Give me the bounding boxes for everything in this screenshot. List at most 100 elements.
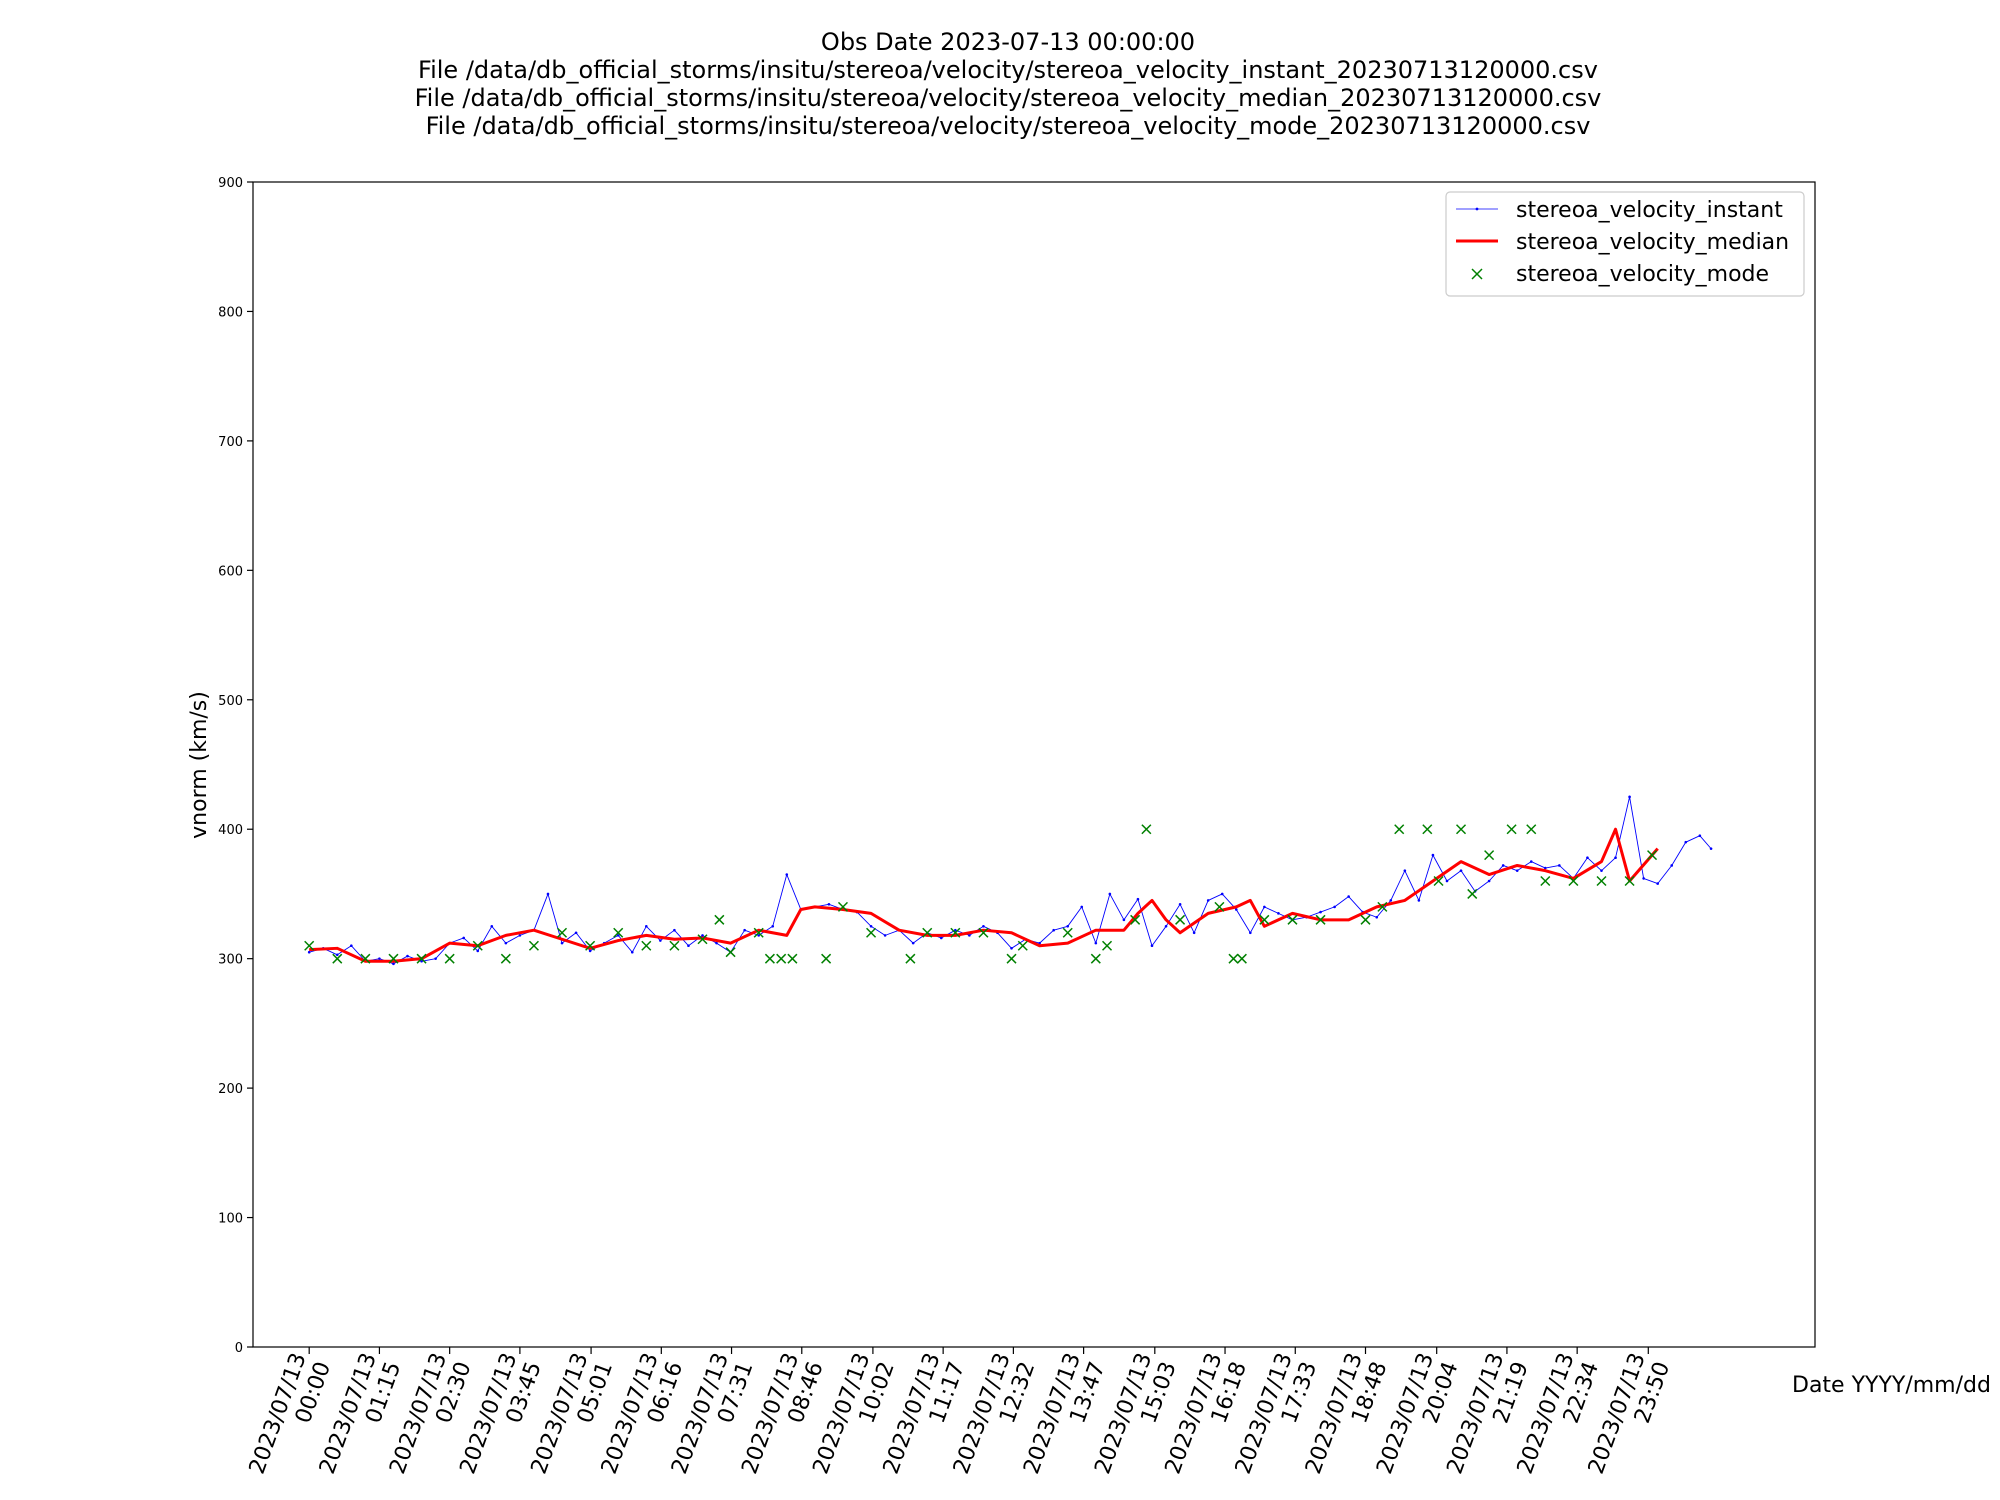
data-point bbox=[1090, 953, 1101, 964]
data-point bbox=[866, 927, 877, 938]
data-point bbox=[1206, 899, 1210, 902]
y-tick-label: 800 bbox=[218, 305, 243, 320]
data-point bbox=[697, 934, 708, 945]
data-point bbox=[616, 934, 620, 937]
chart-title: Obs Date 2023-07-13 00:00:00 File /data/… bbox=[415, 28, 1602, 140]
data-point bbox=[785, 873, 789, 876]
data-point bbox=[1277, 912, 1280, 915]
data-point bbox=[546, 892, 550, 896]
x-axis-label: Date YYYY/mm/dd bbox=[1792, 1373, 1991, 1398]
data-point bbox=[1175, 914, 1186, 925]
data-point bbox=[1287, 914, 1298, 925]
data-point bbox=[1642, 877, 1645, 880]
data-point bbox=[771, 925, 775, 928]
data-point bbox=[827, 903, 831, 906]
data-point bbox=[1709, 847, 1713, 850]
data-point bbox=[1389, 899, 1393, 902]
data-point bbox=[388, 953, 399, 964]
data-point bbox=[476, 949, 480, 953]
data-point bbox=[1315, 914, 1326, 925]
data-point bbox=[982, 925, 985, 928]
data-point bbox=[954, 928, 957, 932]
plot-frame bbox=[252, 181, 1816, 1348]
data-point bbox=[1624, 875, 1635, 887]
data-point bbox=[787, 953, 798, 964]
data-point bbox=[378, 957, 381, 960]
series-stereoa_velocity_median bbox=[309, 827, 1659, 963]
data-point bbox=[1080, 905, 1084, 909]
data-point bbox=[1656, 882, 1659, 885]
data-point bbox=[1558, 864, 1561, 867]
data-point bbox=[1130, 914, 1141, 925]
data-point bbox=[1647, 850, 1658, 861]
plot-area bbox=[304, 795, 1713, 966]
data-point bbox=[1467, 888, 1478, 899]
data-point bbox=[715, 941, 718, 945]
data-point bbox=[821, 953, 832, 964]
data-point bbox=[1431, 853, 1435, 857]
legend: stereoa_velocity_instant stereoa_velocit… bbox=[1445, 191, 1805, 297]
data-point bbox=[1596, 875, 1607, 887]
data-point bbox=[1506, 824, 1517, 835]
data-point bbox=[560, 941, 564, 945]
data-point bbox=[673, 928, 676, 932]
legend-frame bbox=[1445, 191, 1805, 297]
data-point bbox=[645, 925, 648, 928]
data-point bbox=[528, 940, 539, 951]
legend-label-mode: stereoa_velocity_mode bbox=[1516, 262, 1769, 287]
data-point bbox=[1377, 901, 1388, 912]
y-tick-label: 300 bbox=[218, 953, 243, 968]
title-line: File /data/db_official_storms/insitu/ste… bbox=[415, 84, 1602, 112]
data-point bbox=[1192, 931, 1196, 935]
data-point bbox=[350, 944, 353, 948]
data-point bbox=[883, 934, 887, 937]
data-point bbox=[1052, 928, 1055, 932]
data-point bbox=[1586, 856, 1589, 859]
data-point bbox=[743, 928, 746, 932]
data-point bbox=[776, 953, 787, 964]
data-point bbox=[1220, 892, 1224, 896]
data-point bbox=[444, 953, 455, 964]
data-point bbox=[1698, 834, 1702, 837]
y-tick-label: 100 bbox=[218, 1212, 243, 1227]
data-point bbox=[588, 949, 592, 953]
data-point bbox=[630, 950, 634, 954]
series-line bbox=[309, 827, 1659, 963]
data-point bbox=[1178, 903, 1182, 906]
series-stereoa_velocity_instant bbox=[307, 795, 1713, 966]
data-point bbox=[1263, 905, 1266, 909]
data-point bbox=[1501, 864, 1505, 867]
data-point bbox=[556, 927, 568, 938]
data-point bbox=[1214, 901, 1225, 912]
data-point bbox=[332, 953, 343, 964]
data-point bbox=[1375, 915, 1379, 919]
data-point bbox=[869, 925, 873, 928]
data-point bbox=[1459, 869, 1463, 872]
data-point bbox=[1122, 918, 1126, 922]
y-axis-label: vnorm (km/s) bbox=[187, 691, 212, 839]
data-point bbox=[1141, 824, 1152, 835]
data-point bbox=[613, 927, 624, 938]
data-point bbox=[434, 957, 437, 960]
data-point bbox=[518, 934, 522, 937]
y-tick-label: 700 bbox=[218, 435, 243, 450]
data-point bbox=[1403, 869, 1407, 872]
data-point bbox=[1670, 864, 1674, 867]
data-point bbox=[1347, 895, 1350, 898]
data-point bbox=[472, 940, 483, 951]
data-point bbox=[1568, 875, 1579, 887]
data-point bbox=[1236, 953, 1247, 964]
data-point bbox=[1164, 925, 1168, 928]
title-line: File /data/db_official_storms/insitu/ste… bbox=[426, 112, 1591, 140]
y-tick-label: 900 bbox=[218, 176, 243, 191]
data-point bbox=[1600, 869, 1603, 872]
legend-marker-mode bbox=[1471, 268, 1483, 280]
data-point bbox=[585, 940, 596, 951]
data-point bbox=[1360, 914, 1371, 925]
data-point bbox=[392, 962, 395, 966]
data-point bbox=[1319, 910, 1322, 914]
data-point bbox=[574, 931, 578, 935]
data-point bbox=[1094, 941, 1098, 945]
data-point bbox=[406, 954, 409, 958]
data-point bbox=[1102, 940, 1113, 951]
